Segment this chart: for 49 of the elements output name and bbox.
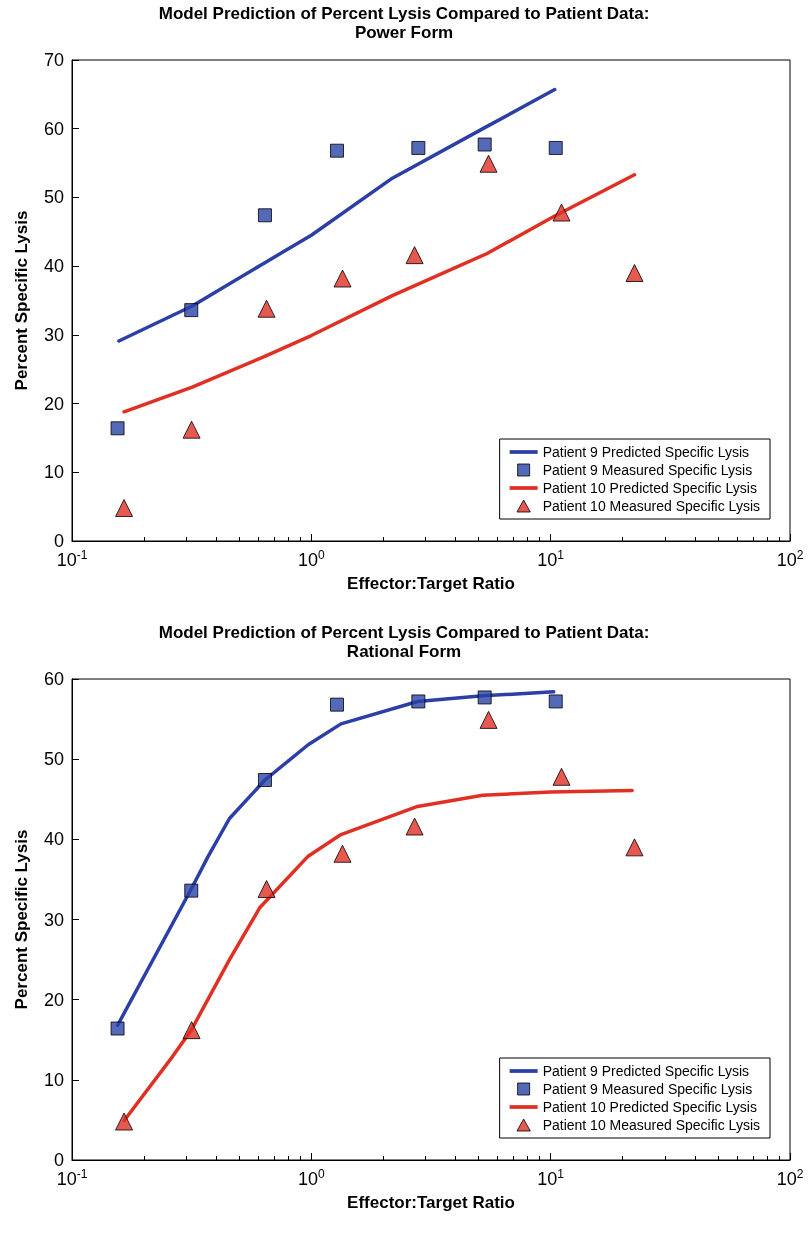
y-tick-label: 40	[43, 256, 64, 277]
point	[182, 420, 201, 439]
legend-label: Patient 9 Predicted Specific Lysis	[542, 444, 750, 460]
y-tick-label: 10	[43, 462, 64, 483]
point	[405, 817, 424, 836]
legend-label: Patient 10 Predicted Specific Lysis	[542, 480, 757, 496]
chart-subtitle: Power Form	[354, 23, 454, 42]
point	[110, 421, 125, 436]
point	[552, 767, 571, 786]
point	[625, 264, 644, 283]
point	[479, 154, 498, 173]
point	[479, 710, 498, 729]
legend-label: Patient 9 Predicted Specific Lysis	[542, 1063, 750, 1079]
legend-label: Patient 9 Measured Specific Lysis	[542, 1081, 753, 1097]
point	[257, 880, 276, 899]
y-axis-title: Percent Specific Lysis	[12, 210, 31, 391]
point	[257, 773, 272, 788]
chart-title: Model Prediction of Percent Lysis Compared to Patient Data:	[158, 4, 650, 23]
y-tick-label: 30	[43, 324, 64, 345]
chart-subtitle: Rational Form	[346, 642, 462, 661]
point	[182, 1021, 201, 1040]
y-tick-label: 0	[53, 1150, 64, 1170]
point	[110, 1021, 125, 1036]
point	[257, 299, 276, 318]
y-tick-label: 0	[53, 531, 64, 551]
legend-label: Patient 10 Measured Specific Lysis	[542, 498, 761, 514]
legend-label: Patient 9 Measured Specific Lysis	[542, 462, 753, 478]
y-tick-label: 20	[43, 393, 64, 414]
point	[257, 208, 272, 223]
y-tick-label: 20	[43, 989, 64, 1010]
y-tick-label: 40	[43, 829, 64, 850]
y-tick-label: 50	[43, 187, 64, 208]
point	[625, 838, 644, 857]
y-tick-label: 50	[43, 749, 64, 770]
legend-label: Patient 10 Measured Specific Lysis	[542, 1117, 761, 1133]
x-axis-title: Effector:Target Ratio	[347, 1193, 515, 1212]
point	[552, 203, 571, 222]
point	[405, 246, 424, 265]
chart-title: Model Prediction of Percent Lysis Compared to Patient Data:	[158, 623, 650, 642]
y-tick-label: 70	[43, 50, 64, 70]
x-axis-title: Effector:Target Ratio	[347, 574, 515, 593]
y-tick-label: 10	[43, 1069, 64, 1090]
legend-label: Patient 10 Predicted Specific Lysis	[542, 1099, 757, 1115]
y-tick-label: 60	[43, 669, 64, 689]
y-tick-label: 60	[43, 118, 64, 139]
y-tick-label: 30	[43, 909, 64, 930]
point	[184, 303, 199, 318]
point	[184, 883, 199, 898]
y-axis-title: Percent Specific Lysis	[12, 829, 31, 1010]
